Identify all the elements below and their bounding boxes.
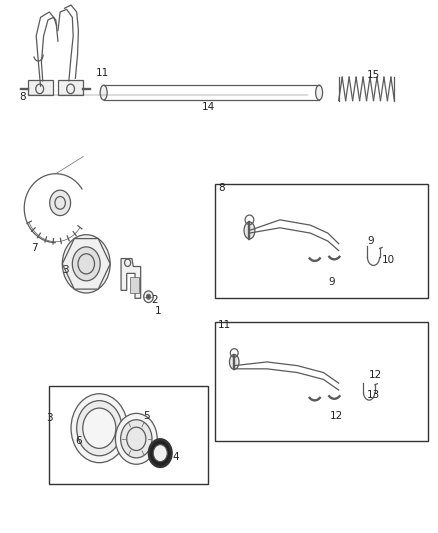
Circle shape — [72, 247, 100, 281]
Text: 4: 4 — [173, 453, 179, 463]
Ellipse shape — [244, 222, 255, 239]
Ellipse shape — [230, 354, 239, 369]
Bar — [58, 80, 83, 95]
Text: 12: 12 — [330, 411, 343, 421]
Text: 11: 11 — [218, 320, 231, 330]
Text: 7: 7 — [31, 243, 38, 253]
Bar — [215, 184, 428, 298]
Circle shape — [120, 419, 152, 458]
Text: 3: 3 — [46, 413, 53, 423]
Bar — [49, 386, 208, 484]
Text: 6: 6 — [75, 437, 82, 447]
Circle shape — [146, 294, 151, 300]
Text: 3: 3 — [62, 265, 69, 274]
Circle shape — [49, 190, 71, 216]
Text: 1: 1 — [155, 305, 161, 316]
Circle shape — [127, 416, 141, 432]
Text: 11: 11 — [96, 68, 110, 78]
Text: 12: 12 — [369, 370, 382, 379]
Text: 8: 8 — [218, 183, 225, 193]
Circle shape — [149, 439, 172, 467]
Ellipse shape — [100, 85, 107, 100]
Polygon shape — [121, 259, 141, 298]
Bar — [215, 322, 428, 441]
Circle shape — [116, 414, 157, 464]
Text: 9: 9 — [328, 277, 336, 287]
Polygon shape — [130, 277, 139, 293]
Circle shape — [83, 408, 116, 448]
Text: 9: 9 — [367, 236, 374, 246]
Circle shape — [144, 291, 153, 303]
Text: 14: 14 — [201, 102, 215, 112]
Circle shape — [77, 401, 122, 456]
Text: 2: 2 — [152, 295, 158, 305]
Ellipse shape — [316, 85, 322, 100]
Circle shape — [71, 394, 127, 463]
Text: 10: 10 — [381, 255, 395, 265]
Text: 8: 8 — [20, 92, 26, 102]
Text: 13: 13 — [367, 390, 380, 400]
Bar — [28, 80, 53, 95]
Circle shape — [62, 235, 110, 293]
Text: 15: 15 — [367, 70, 380, 79]
Polygon shape — [62, 239, 110, 289]
Text: 5: 5 — [143, 411, 149, 421]
Circle shape — [153, 445, 167, 462]
